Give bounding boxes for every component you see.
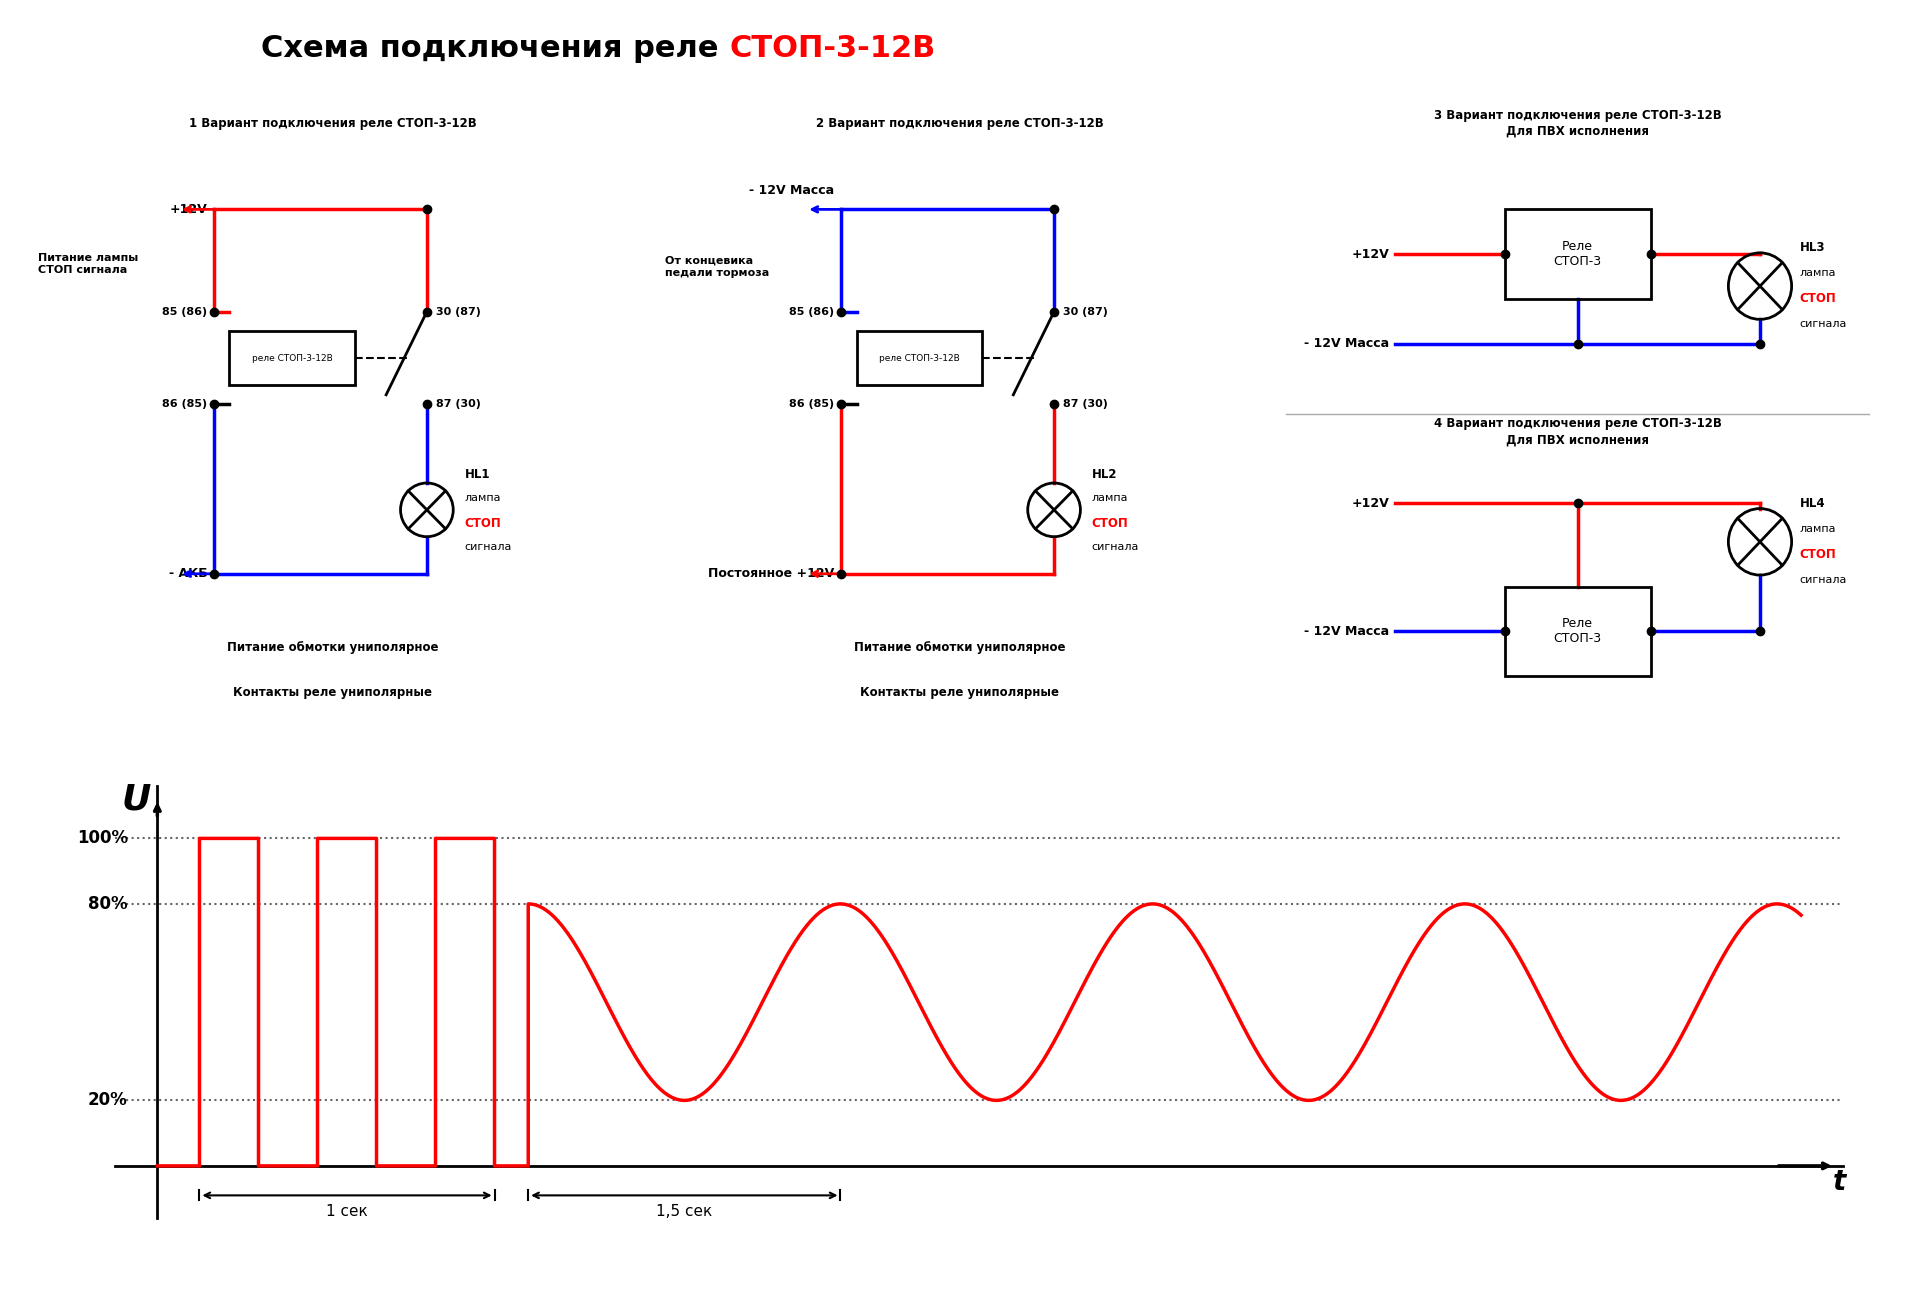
Text: сигнала: сигнала xyxy=(1799,575,1847,586)
Text: лампа: лампа xyxy=(465,494,501,503)
Text: 87 (30): 87 (30) xyxy=(436,400,482,409)
Text: HL2: HL2 xyxy=(1092,468,1117,481)
Text: HL3: HL3 xyxy=(1799,241,1826,254)
Text: - 12V Масса: - 12V Масса xyxy=(1304,625,1388,638)
Text: U: U xyxy=(121,782,152,816)
Text: Питание лампы
СТОП сигнала: Питание лампы СТОП сигнала xyxy=(38,253,138,275)
Text: Питание обмотки униполярное: Питание обмотки униполярное xyxy=(227,641,438,654)
Text: 2 Вариант подключения реле СТОП-3-12В: 2 Вариант подключения реле СТОП-3-12В xyxy=(816,117,1104,130)
Text: 4 Вариант подключения реле СТОП-3-12В
Для ПВХ исполнения: 4 Вариант подключения реле СТОП-3-12В Дл… xyxy=(1434,418,1722,447)
Text: Реле
СТОП-3: Реле СТОП-3 xyxy=(1553,617,1601,646)
Text: СТОП: СТОП xyxy=(1799,548,1836,561)
Text: 1 сек: 1 сек xyxy=(326,1204,369,1218)
Text: 1,5 сек: 1,5 сек xyxy=(657,1204,712,1218)
Text: реле СТОП-3-12В: реле СТОП-3-12В xyxy=(879,354,960,363)
Text: 30 (87): 30 (87) xyxy=(436,307,482,317)
Text: СТОП: СТОП xyxy=(465,517,501,531)
Text: сигнала: сигнала xyxy=(1799,320,1847,329)
Text: 1 Вариант подключения реле СТОП-3-12В: 1 Вариант подключения реле СТОП-3-12В xyxy=(188,117,476,130)
Text: 86 (85): 86 (85) xyxy=(161,400,207,409)
Text: +12V: +12V xyxy=(169,203,207,216)
Text: лампа: лампа xyxy=(1092,494,1129,503)
Text: реле СТОП-3-12В: реле СТОП-3-12В xyxy=(252,354,332,363)
Text: СТОП: СТОП xyxy=(1092,517,1129,531)
Text: сигнала: сигнала xyxy=(465,542,513,552)
Bar xyxy=(1505,587,1651,676)
Text: - АКБ: - АКБ xyxy=(169,567,207,580)
Text: HL1: HL1 xyxy=(465,468,490,481)
Text: 86 (85): 86 (85) xyxy=(789,400,835,409)
Text: От концевика
педали тормоза: От концевика педали тормоза xyxy=(664,255,770,278)
Text: Реле
СТОП-3: Реле СТОП-3 xyxy=(1553,240,1601,269)
Text: Контакты реле униполярные: Контакты реле униполярные xyxy=(234,685,432,698)
Text: +12V: +12V xyxy=(1352,248,1388,261)
Text: HL4: HL4 xyxy=(1799,496,1826,510)
Text: 85 (86): 85 (86) xyxy=(789,307,835,317)
Text: - 12V Масса: - 12V Масса xyxy=(749,183,835,196)
Text: Контакты реле униполярные: Контакты реле униполярные xyxy=(860,685,1060,698)
Bar xyxy=(856,331,981,385)
Text: 100%: 100% xyxy=(77,829,129,848)
Text: Схема подключения реле: Схема подключения реле xyxy=(261,34,730,63)
Text: 87 (30): 87 (30) xyxy=(1064,400,1108,409)
Text: - 12V Масса: - 12V Масса xyxy=(1304,337,1388,350)
Text: сигнала: сигнала xyxy=(1092,542,1139,552)
Text: СТОП: СТОП xyxy=(1799,292,1836,305)
Text: 20%: 20% xyxy=(88,1091,129,1110)
Text: лампа: лампа xyxy=(1799,524,1836,534)
Bar xyxy=(228,331,355,385)
Text: 80%: 80% xyxy=(88,895,129,913)
Text: лампа: лампа xyxy=(1799,269,1836,278)
Text: Питание обмотки униполярное: Питание обмотки униполярное xyxy=(854,641,1066,654)
Bar xyxy=(1505,210,1651,299)
Text: СТОП-3-12В: СТОП-3-12В xyxy=(730,34,935,63)
Text: 3 Вариант подключения реле СТОП-3-12В
Для ПВХ исполнения: 3 Вариант подключения реле СТОП-3-12В Дл… xyxy=(1434,109,1722,138)
Text: 30 (87): 30 (87) xyxy=(1064,307,1108,317)
Text: +12V: +12V xyxy=(1352,496,1388,510)
Text: t: t xyxy=(1832,1169,1845,1196)
Text: 85 (86): 85 (86) xyxy=(161,307,207,317)
Text: Постоянное +12V: Постоянное +12V xyxy=(708,567,835,580)
